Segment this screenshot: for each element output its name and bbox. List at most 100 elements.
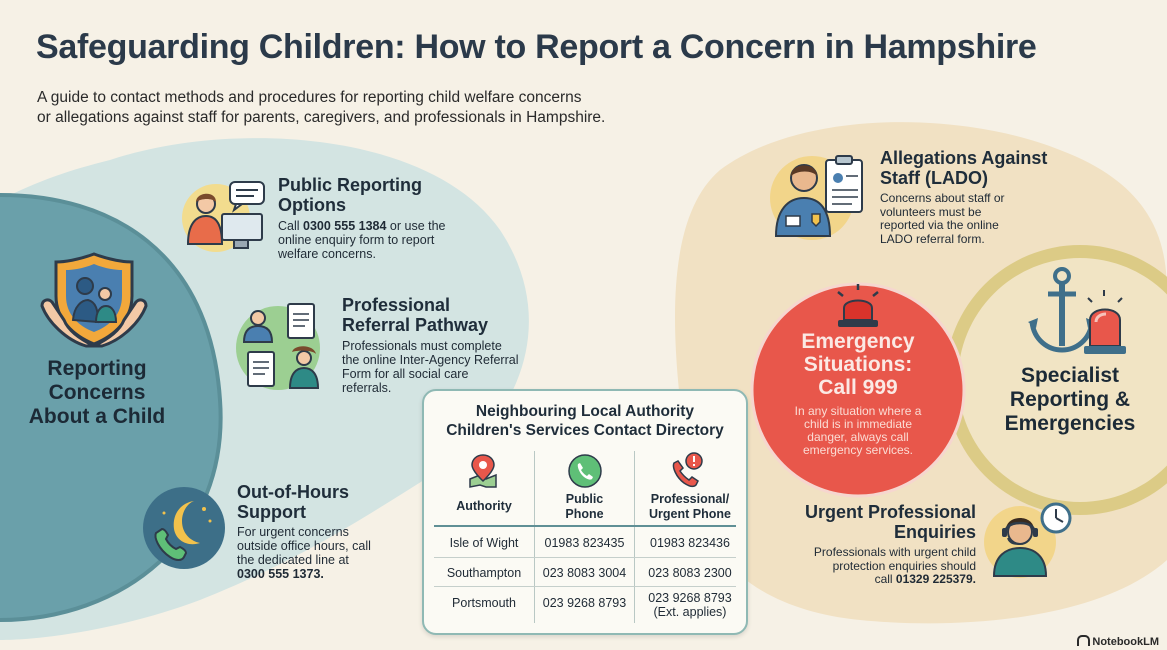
lado-title: Allegations Against Staff (LADO) <box>880 148 1080 188</box>
title-line: Situations: <box>803 353 913 376</box>
title-line: Call 999 <box>818 376 898 399</box>
table-cell-public: 01983 823435 <box>544 536 625 550</box>
public-reporting-block: Public Reporting Options Call 0300 555 1… <box>278 175 478 261</box>
text-fragment: call <box>874 572 896 586</box>
emergency-text: In any situation where a child is in imm… <box>762 405 954 457</box>
title-line: Emergencies <box>1004 412 1136 435</box>
headset-clock-icon <box>984 502 1072 578</box>
table-cell-professional: 023 9268 8793 (Ext. applies) <box>635 591 745 619</box>
title-line: Specialist <box>1020 364 1120 387</box>
title-line: Concerns <box>48 381 146 404</box>
table-cell-authority: Portsmouth <box>452 596 516 610</box>
text-line: outside office hours, call <box>237 539 371 553</box>
text-line: emergency services. <box>802 443 914 457</box>
professional-referral-text: Professionals must complete the online I… <box>342 339 542 395</box>
text-line: the dedicated line at <box>237 553 349 567</box>
title-line: Allegations Against <box>880 148 1048 168</box>
title-line: Referral Pathway <box>342 315 489 335</box>
text-line: Form for all social care <box>342 367 469 381</box>
public-phone-number: 0300 555 1384 <box>303 219 387 233</box>
phone-icon <box>568 454 602 488</box>
professionals-documents-icon <box>236 303 320 390</box>
person-phone-computer-icon <box>182 181 265 252</box>
title-line: Emergency <box>801 330 915 353</box>
text-line: the online Inter-Agency Referral <box>342 353 519 367</box>
title-line: Support <box>237 502 306 522</box>
anchor-siren-icon <box>1028 267 1126 354</box>
reporting-concerns-section: Reporting Concerns About a Child <box>12 250 182 429</box>
contact-directory-card: Neighbouring Local Authority Children's … <box>422 389 748 635</box>
family-shield-hands-icon <box>40 252 148 348</box>
page-title: Safeguarding Children: How to Report a C… <box>36 28 1037 66</box>
urgent-phone-number: 01329 225379. <box>895 572 976 586</box>
public-reporting-title: Public Reporting Options <box>278 175 478 215</box>
emergency-block: Emergency Situations: Call 999 In any si… <box>762 330 954 457</box>
staff-badge-clipboard-icon <box>770 155 863 240</box>
header-line: Urgent Phone <box>649 507 731 521</box>
map-pin-icon <box>469 454 497 488</box>
text-line: child is in immediate <box>803 417 913 431</box>
table-cell-public: 023 8083 3004 <box>542 566 627 580</box>
header-divider <box>434 525 736 527</box>
title-line: Enquiries <box>893 522 976 542</box>
urgent-professional-title: Urgent Professional Enquiries <box>776 502 976 542</box>
column-header-authority: Authority <box>456 499 512 513</box>
urgent-professional-block: Urgent Professional Enquiries Profession… <box>776 502 976 587</box>
lado-block: Allegations Against Staff (LADO) Concern… <box>880 148 1080 246</box>
left-blob-ring <box>0 193 223 622</box>
table-cell-authority: Southampton <box>446 566 522 580</box>
table-cell-professional: 023 8083 2300 <box>648 566 732 580</box>
title-line: Reporting & <box>1009 388 1131 411</box>
brand-footer: NotebookLM <box>1077 635 1159 648</box>
moon-phone-icon <box>143 487 225 569</box>
urgent-professional-text: Professionals with urgent child protecti… <box>776 545 976 587</box>
header-line: Professional/ <box>650 492 730 506</box>
column-divider <box>534 451 535 623</box>
title-line: Staff (LADO) <box>880 168 988 188</box>
emergency-circle <box>752 284 964 496</box>
title-line: Reporting <box>47 357 147 380</box>
out-of-hours-phone-number: 0300 555 1373. <box>237 567 324 581</box>
brand-name: NotebookLM <box>1092 636 1159 648</box>
text-line: LADO referral form. <box>880 231 985 246</box>
title-line: Options <box>278 195 346 215</box>
table-cell-authority: Isle of Wight <box>449 536 519 550</box>
title-line: Neighbouring Local Authority <box>475 403 695 420</box>
cell-note: (Ext. applies) <box>653 605 727 619</box>
professional-referral-block: Professional Referral Pathway Profession… <box>342 295 542 395</box>
table-cell-public: 023 9268 8793 <box>542 596 627 610</box>
subtitle-line: or allegations against staff for parents… <box>37 109 606 126</box>
text-line: In any situation where a <box>794 404 922 418</box>
alert-phone-icon <box>672 452 703 488</box>
header-line: Public <box>565 492 604 506</box>
row-divider <box>434 557 736 558</box>
subtitle-line: A guide to contact methods and procedure… <box>37 89 582 106</box>
emergency-title: Emergency Situations: Call 999 <box>762 330 954 399</box>
title-line: Urgent Professional <box>804 502 976 522</box>
out-of-hours-block: Out-of-Hours Support For urgent concerns… <box>237 482 437 581</box>
title-line: About a Child <box>28 405 166 428</box>
text-line: welfare concerns. <box>278 247 376 261</box>
public-reporting-text: Call 0300 555 1384 or use the online enq… <box>278 219 478 261</box>
text-line: volunteers must be <box>880 204 982 219</box>
text-line: Professionals must complete <box>342 339 502 353</box>
title-line: Professional <box>342 295 451 315</box>
text-line: Concerns about staff or <box>880 191 1005 205</box>
notebook-logo-icon <box>1077 635 1091 646</box>
title-line: Out-of-Hours <box>237 482 349 502</box>
directory-title: Neighbouring Local Authority Children's … <box>424 402 746 440</box>
out-of-hours-text: For urgent concerns outside office hours… <box>237 525 437 581</box>
header-line: Phone <box>565 507 604 521</box>
text-line: danger, always call <box>807 430 909 444</box>
out-of-hours-title: Out-of-Hours Support <box>237 482 437 522</box>
cell-line: 023 9268 8793 <box>648 591 732 605</box>
column-divider <box>634 451 635 623</box>
section-title: Specialist Reporting & Emergencies <box>990 364 1150 436</box>
page-subtitle: A guide to contact methods and procedure… <box>37 88 637 128</box>
title-line: Children's Services Contact Directory <box>446 422 724 439</box>
title-line: Public Reporting <box>278 175 422 195</box>
siren-icon <box>837 284 879 327</box>
specialist-section-title: Specialist Reporting & Emergencies <box>990 364 1150 436</box>
text-fragment: or use the <box>386 219 446 233</box>
lado-text: Concerns about staff or volunteers must … <box>880 191 1080 246</box>
